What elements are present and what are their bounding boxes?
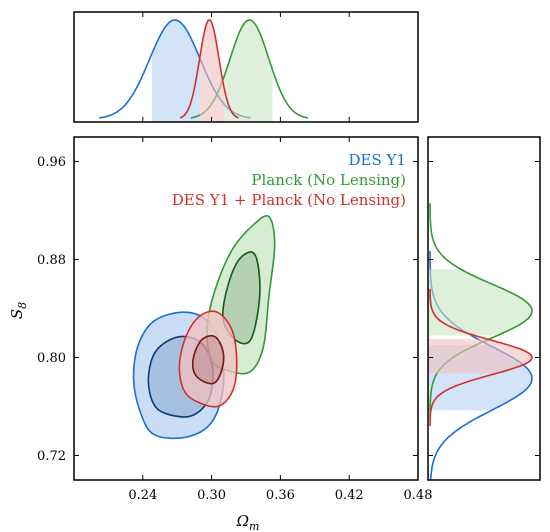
x-tick-label: 0.36 (266, 488, 295, 503)
contour-frame (73, 136, 419, 481)
des-y1-planck-no-lensing-s8-curve (429, 288, 533, 427)
omega-m-frame (73, 11, 419, 123)
planck-no-lensing-inner-contour (222, 251, 261, 345)
y-tick-label: 0.96 (37, 155, 66, 170)
x-axis-label: Ωm (236, 512, 260, 532)
y-tick-label: 0.72 (37, 449, 66, 464)
legend-entry-des-y1: DES Y1 (349, 151, 406, 169)
s8-marginal-panel (428, 203, 533, 480)
contour-panel (132, 215, 276, 440)
planck-no-lensing-s8-curve (429, 203, 533, 419)
x-tick-label: 0.42 (335, 488, 364, 503)
x-tick-label: 0.30 (197, 488, 226, 503)
des-y1-omega-m-shade (152, 20, 201, 122)
omega-m-marginal-panel (99, 19, 309, 122)
s8-frame (427, 136, 541, 481)
des-y1-planck-no-lensing-omega-m-shade (200, 20, 225, 122)
des-y1-planck-no-lensing-s8-shade (428, 339, 532, 374)
x-tick-label: 0.48 (404, 488, 433, 503)
des-y1-planck-no-lensing-inner-contour (192, 334, 225, 385)
des-y1-planck-no-lensing-outer-contour (178, 310, 238, 408)
y-tick-label: 0.80 (37, 351, 66, 366)
planck-no-lensing-s8-shade (428, 269, 532, 336)
legend: DES Y1 Planck (No Lensing) DES Y1 + Planck… (172, 151, 406, 209)
y-axis-label: S8 (8, 302, 29, 319)
des-y1-planck-no-lensing-omega-m-curve (179, 19, 239, 119)
legend-entry-planck-no-lensing: Planck (No Lensing) (251, 171, 406, 189)
y-tick-label: 0.88 (37, 253, 66, 268)
x-tick-label: 0.24 (128, 488, 157, 503)
legend-entry-des-y1-planck-no-lensing: DES Y1 + Planck (No Lensing) (172, 191, 406, 209)
planck-no-lensing-omega-m-shade (224, 20, 273, 122)
